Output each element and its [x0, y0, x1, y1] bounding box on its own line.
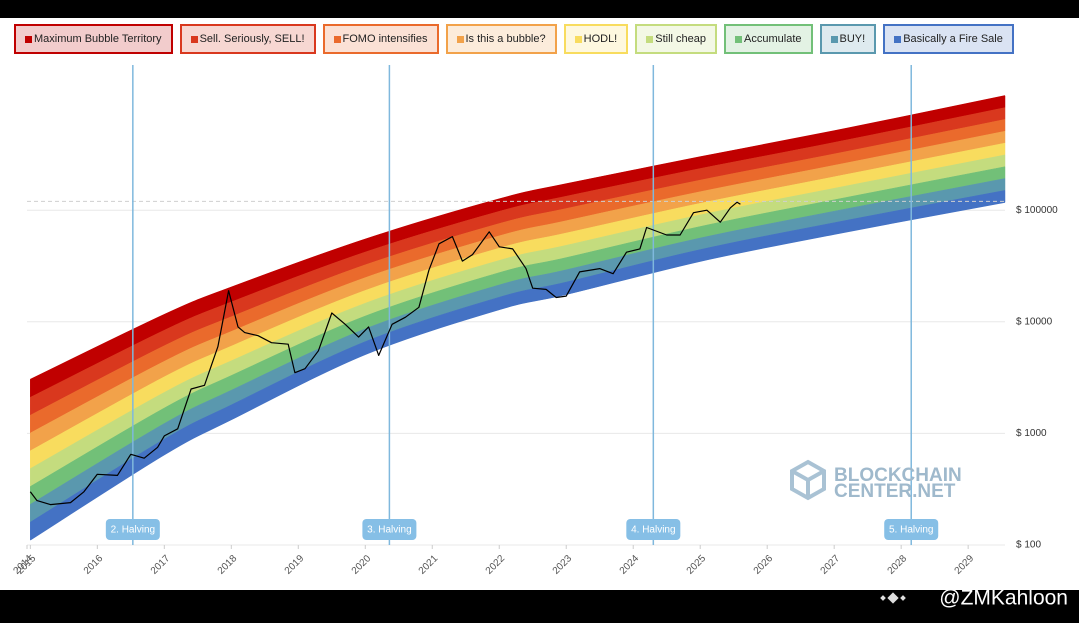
legend-label: HODL! [583, 33, 618, 45]
halving-badge [884, 519, 939, 540]
watermark-text: BLOCKCHAIN [834, 465, 962, 486]
legend-button[interactable]: Maximum Bubble Territory [14, 24, 173, 54]
legend-label: Maximum Bubble Territory [34, 33, 162, 45]
x-tick-label: 2029 [953, 553, 977, 577]
x-tick-label: 2026 [752, 553, 776, 577]
legend-swatch [456, 35, 464, 43]
legend-label: FOMO intensifies [342, 33, 428, 45]
halving-badge [105, 519, 160, 540]
y-tick-label: $ 1000 [1016, 428, 1047, 439]
legend-button[interactable]: HODL! [563, 24, 629, 54]
x-tick-label: 2023 [551, 553, 575, 577]
x-tick-label: 2021 [417, 553, 441, 577]
legend-swatch [190, 35, 198, 43]
x-tick-label: 2027 [819, 553, 843, 577]
halving-badge [626, 519, 681, 540]
credit: @ZMKahloon [939, 587, 1068, 610]
legend-button[interactable]: FOMO intensifies [322, 24, 439, 54]
price-line [29, 201, 741, 506]
x-tick-label: 2025 [685, 553, 709, 577]
watermark-logo [790, 459, 826, 501]
legend-button[interactable]: Is this a bubble? [445, 24, 557, 54]
legend-swatch [830, 35, 838, 43]
legend-button[interactable]: Sell. Seriously, SELL! [179, 24, 316, 54]
band-top-edge [30, 95, 1006, 380]
y-tick-label: $ 100 [1016, 540, 1041, 551]
legend-button[interactable]: Still cheap [635, 24, 718, 54]
x-tick-label: 2022 [484, 553, 508, 577]
legend-label: Is this a bubble? [465, 33, 546, 45]
x-tick-label: 2020 [350, 553, 374, 577]
x-tick-label: 2024 [618, 553, 642, 577]
x-tick-label: 2019 [283, 553, 307, 577]
legend-label: Accumulate [744, 33, 802, 45]
halving-label: 4. Halving [631, 525, 675, 536]
chart-panel [0, 18, 1079, 590]
y-tick-label: $ 10000 [1016, 316, 1053, 327]
x-tick-label: 2018 [216, 553, 240, 577]
legend-swatch [894, 35, 902, 43]
legend-label: BUY! [839, 33, 866, 45]
x-tick-label: 2017 [149, 553, 173, 577]
halving-badge [362, 519, 417, 540]
legend-label: Sell. Seriously, SELL! [199, 33, 305, 45]
watermark-text: CENTER.NET [834, 481, 956, 502]
legend-button[interactable]: Basically a Fire Sale [883, 24, 1014, 54]
halving-label: 3. Halving [367, 525, 411, 536]
legend-swatch [333, 35, 341, 43]
halving-label: 5. Halving [889, 525, 933, 536]
legend: Maximum Bubble Territory Sell. Seriously,… [14, 24, 1014, 54]
x-tick-label: 2015 [15, 553, 39, 577]
legend-button[interactable]: BUY! [819, 24, 877, 54]
x-tick-label: 2016 [82, 553, 106, 577]
legend-swatch [25, 35, 32, 43]
halving-label: 2. Halving [111, 525, 155, 536]
credit-icon [880, 592, 906, 604]
legend-label: Still cheap [655, 33, 707, 45]
legend-button[interactable]: Accumulate [724, 24, 813, 54]
legend-swatch [735, 35, 743, 43]
y-tick-label: $ 100000 [1016, 205, 1058, 216]
legend-swatch [646, 35, 654, 43]
band-bottom-edge [30, 201, 1006, 541]
legend-label: Basically a Fire Sale [903, 33, 1003, 45]
legend-swatch [574, 35, 582, 43]
x-tick-label: 2028 [886, 553, 910, 577]
